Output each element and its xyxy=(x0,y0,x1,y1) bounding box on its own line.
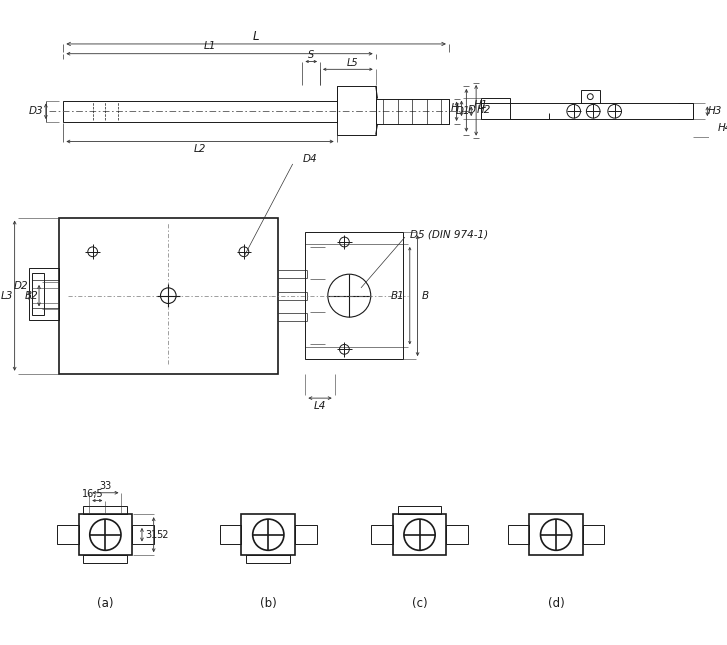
Text: D2: D2 xyxy=(14,281,29,291)
Text: B1: B1 xyxy=(391,291,405,301)
Text: D5 (DIN 974-1): D5 (DIN 974-1) xyxy=(410,229,488,239)
Bar xyxy=(481,97,510,119)
Bar xyxy=(305,232,403,359)
Bar xyxy=(295,525,316,544)
Bar xyxy=(398,506,441,514)
Bar xyxy=(246,555,290,563)
Bar xyxy=(481,103,693,119)
Text: L2: L2 xyxy=(194,144,206,154)
Text: L4: L4 xyxy=(314,401,326,411)
Text: D3: D3 xyxy=(29,106,44,116)
Bar xyxy=(583,525,604,544)
Text: D4: D4 xyxy=(302,154,317,164)
Bar xyxy=(59,217,278,373)
Text: L: L xyxy=(253,30,260,43)
Bar xyxy=(446,525,468,544)
Text: 31: 31 xyxy=(145,530,158,540)
Text: L5: L5 xyxy=(347,59,358,68)
Text: D: D xyxy=(467,105,475,115)
Bar xyxy=(376,99,449,124)
Bar xyxy=(57,525,79,544)
Bar xyxy=(84,506,127,514)
Bar xyxy=(63,101,337,122)
Text: (d): (d) xyxy=(547,597,564,610)
Text: H: H xyxy=(451,103,459,114)
Text: 52: 52 xyxy=(156,530,169,540)
Text: 16,5: 16,5 xyxy=(81,489,103,499)
Bar xyxy=(32,273,44,315)
Bar xyxy=(132,525,153,544)
Text: B: B xyxy=(422,291,429,301)
Text: (c): (c) xyxy=(411,597,427,610)
Bar xyxy=(371,525,393,544)
Bar xyxy=(79,514,132,555)
Text: D1: D1 xyxy=(456,106,471,116)
Text: H1: H1 xyxy=(474,101,489,110)
Bar xyxy=(29,268,59,320)
Text: L3: L3 xyxy=(1,291,13,301)
Bar xyxy=(220,525,241,544)
Text: B2: B2 xyxy=(24,291,38,301)
Bar xyxy=(508,525,529,544)
Text: S: S xyxy=(308,50,314,60)
Text: (b): (b) xyxy=(260,597,277,610)
Text: H3: H3 xyxy=(708,106,723,116)
Text: H4: H4 xyxy=(718,123,727,133)
Bar xyxy=(581,90,600,103)
Bar xyxy=(84,555,127,563)
Bar xyxy=(241,514,295,555)
Bar xyxy=(529,514,583,555)
Text: 33: 33 xyxy=(100,481,111,491)
Text: L1: L1 xyxy=(204,41,216,51)
Text: (a): (a) xyxy=(97,597,113,610)
Bar xyxy=(393,514,446,555)
Text: H2: H2 xyxy=(477,105,491,115)
Bar xyxy=(337,86,376,135)
